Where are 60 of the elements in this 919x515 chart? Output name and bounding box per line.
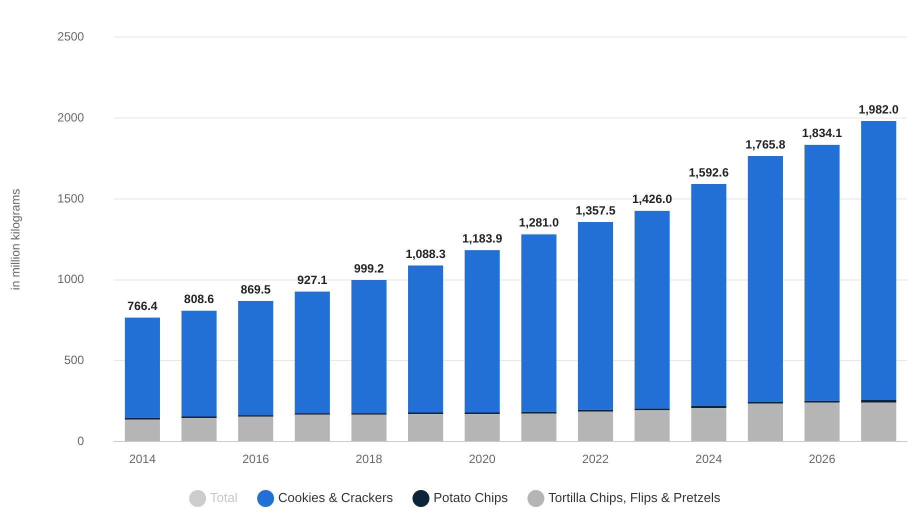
x-tick-label: 2020 [468, 452, 496, 466]
bar [634, 410, 670, 442]
total-label: 1,183.9 [462, 231, 503, 246]
bar [691, 184, 726, 406]
bar [124, 318, 160, 418]
y-tick-label: 0 [77, 434, 84, 448]
bar [464, 250, 500, 412]
x-tick-label: 2018 [356, 452, 383, 466]
bar [861, 402, 896, 442]
x-tick-label: 2016 [242, 452, 270, 466]
bar [181, 310, 217, 417]
bar [804, 402, 840, 442]
bar [634, 210, 670, 409]
total-label: 869.5 [240, 282, 272, 296]
bar [748, 156, 783, 402]
total-label: 1,765.8 [745, 137, 786, 152]
bar [521, 234, 556, 412]
total-label: 999.2 [354, 261, 384, 276]
bar [238, 416, 274, 442]
bar [238, 300, 274, 416]
y-tick-label: 2500 [57, 30, 84, 44]
total-label: 1,357.5 [575, 203, 616, 218]
y-tick-label: 1000 [57, 272, 84, 286]
bar [294, 292, 330, 414]
bar [464, 414, 500, 442]
bar [181, 418, 217, 442]
bar [408, 266, 444, 412]
bar [408, 414, 444, 442]
bar [748, 404, 783, 442]
y-tick-label: 1500 [57, 191, 84, 206]
x-tick-label: 2014 [129, 452, 156, 466]
x-tick-label: 2026 [808, 452, 836, 466]
bar [804, 144, 840, 401]
bar [521, 413, 556, 442]
total-label: 766.4 [127, 298, 158, 313]
bar [351, 280, 387, 414]
total-label: 1,088.3 [406, 246, 446, 261]
y-tick-label: 500 [64, 353, 84, 368]
bar [861, 120, 896, 400]
bar [578, 412, 614, 442]
total-label: 1,426.0 [632, 192, 672, 206]
bar [578, 222, 614, 410]
total-label: 1,834.1 [802, 126, 842, 140]
total-label: 1,281.0 [518, 216, 560, 230]
y-tick-label: 2000 [57, 110, 84, 124]
x-tick-label: 2022 [582, 452, 610, 466]
bar [691, 406, 726, 408]
bar [294, 414, 330, 442]
x-tick-label: 2024 [695, 452, 722, 466]
legend-label: Cookies & Crackers [278, 490, 394, 506]
bar [691, 408, 726, 442]
y-axis-title: in million kilograms [8, 188, 23, 290]
total-label: 1,982.0 [858, 102, 900, 116]
total-label: 1,592.6 [688, 165, 730, 180]
bar [124, 419, 160, 442]
total-label: 927.1 [297, 272, 328, 287]
bar [351, 414, 387, 442]
total-label: 808.6 [184, 292, 214, 306]
legend-label: Potato Chips [433, 490, 508, 506]
legend-label: Tortilla Chips, Flips & Pretzels [548, 490, 721, 506]
